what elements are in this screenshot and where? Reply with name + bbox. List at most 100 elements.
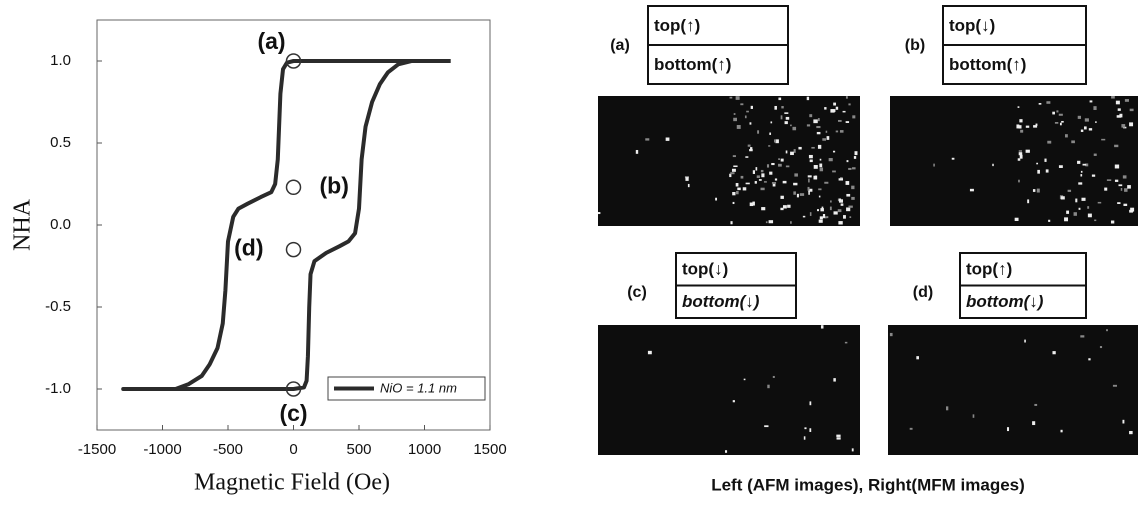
speckle (1020, 155, 1023, 159)
x-tick-label: -1500 (78, 441, 116, 458)
speckle (1046, 101, 1050, 104)
speckle (790, 221, 792, 224)
speckle (733, 400, 735, 402)
speckle (818, 188, 821, 190)
speckle (1085, 118, 1089, 121)
speckle (822, 138, 826, 141)
speckle (786, 117, 789, 120)
speckle (751, 106, 753, 109)
speckle (1101, 139, 1105, 141)
speckle (1075, 199, 1077, 203)
speckle (821, 325, 824, 328)
speckle (1074, 212, 1077, 216)
x-tick-label: 1000 (408, 441, 441, 458)
speckle (809, 114, 812, 117)
speckle (843, 111, 846, 113)
speckle (794, 149, 796, 153)
speckle (1088, 358, 1090, 360)
speckle (852, 167, 856, 169)
speckle (827, 216, 829, 218)
speckle (824, 182, 828, 184)
speckle (952, 158, 955, 160)
speckle (785, 121, 788, 124)
speckle (916, 356, 919, 359)
speckle (715, 198, 717, 201)
speckle (1032, 421, 1035, 425)
plot-frame (97, 20, 490, 430)
speckle (846, 181, 850, 185)
speckle (800, 193, 804, 196)
speckle (819, 196, 821, 198)
speckle (848, 168, 851, 170)
speckle (781, 115, 783, 119)
speckle (1089, 128, 1092, 130)
speckle (1077, 161, 1080, 164)
speckle (1026, 126, 1029, 128)
speckle (1115, 165, 1119, 169)
speckle (1081, 171, 1083, 173)
speckle (910, 428, 913, 430)
speckle (811, 147, 814, 149)
speckle (831, 109, 835, 112)
speckle (804, 427, 806, 429)
afm-mfm-image (888, 325, 1138, 455)
speckle (820, 159, 822, 161)
speckle (598, 212, 600, 214)
speckle (1121, 188, 1123, 191)
speckle (1081, 198, 1085, 201)
speckle (1092, 175, 1095, 177)
afm-mfm-image (890, 96, 1138, 226)
speckle (843, 215, 846, 219)
speckle (847, 160, 849, 162)
speckle (1064, 217, 1068, 221)
speckle (1129, 431, 1133, 434)
speckle (970, 189, 974, 192)
speckle (818, 145, 821, 149)
speckle (1024, 340, 1026, 343)
speckle (1026, 150, 1030, 153)
speckle (767, 164, 769, 167)
speckle (808, 191, 810, 195)
panel-label: (b) (905, 37, 925, 54)
speckle (746, 111, 749, 113)
speckle (730, 172, 734, 174)
speckle (1019, 119, 1022, 122)
speckle (1123, 175, 1127, 178)
speckle (768, 145, 770, 147)
speckle (1106, 329, 1108, 331)
speckle (1118, 108, 1121, 111)
annotation-label: (b) (320, 172, 349, 198)
speckle (1071, 140, 1075, 143)
speckle (781, 106, 783, 108)
speckle (1055, 122, 1058, 124)
speckle (685, 177, 688, 181)
speckle (757, 130, 759, 133)
speckle (792, 127, 796, 130)
panel-bottom: bottom(↑) (949, 55, 1026, 74)
speckle (764, 181, 767, 183)
speckle (803, 216, 805, 218)
speckle (773, 184, 776, 187)
speckle (817, 209, 819, 211)
speckle (1065, 134, 1068, 137)
speckle (837, 437, 841, 439)
speckle (1007, 427, 1009, 431)
panel-label: (a) (610, 37, 630, 54)
x-tick-label: -500 (213, 441, 243, 458)
speckle (813, 119, 817, 123)
speckle (786, 150, 788, 153)
speckle (1052, 112, 1055, 115)
speckle (761, 170, 764, 172)
speckle (820, 168, 823, 172)
speckle (1059, 165, 1063, 168)
speckle (809, 428, 811, 432)
speckle (756, 167, 758, 170)
speckle (933, 164, 935, 167)
speckle (1081, 130, 1083, 132)
speckle (1036, 124, 1038, 126)
speckle (1027, 199, 1029, 203)
speckle (1048, 220, 1050, 222)
speckle (1047, 141, 1051, 144)
speckle (1119, 114, 1122, 118)
speckle (1107, 179, 1111, 181)
